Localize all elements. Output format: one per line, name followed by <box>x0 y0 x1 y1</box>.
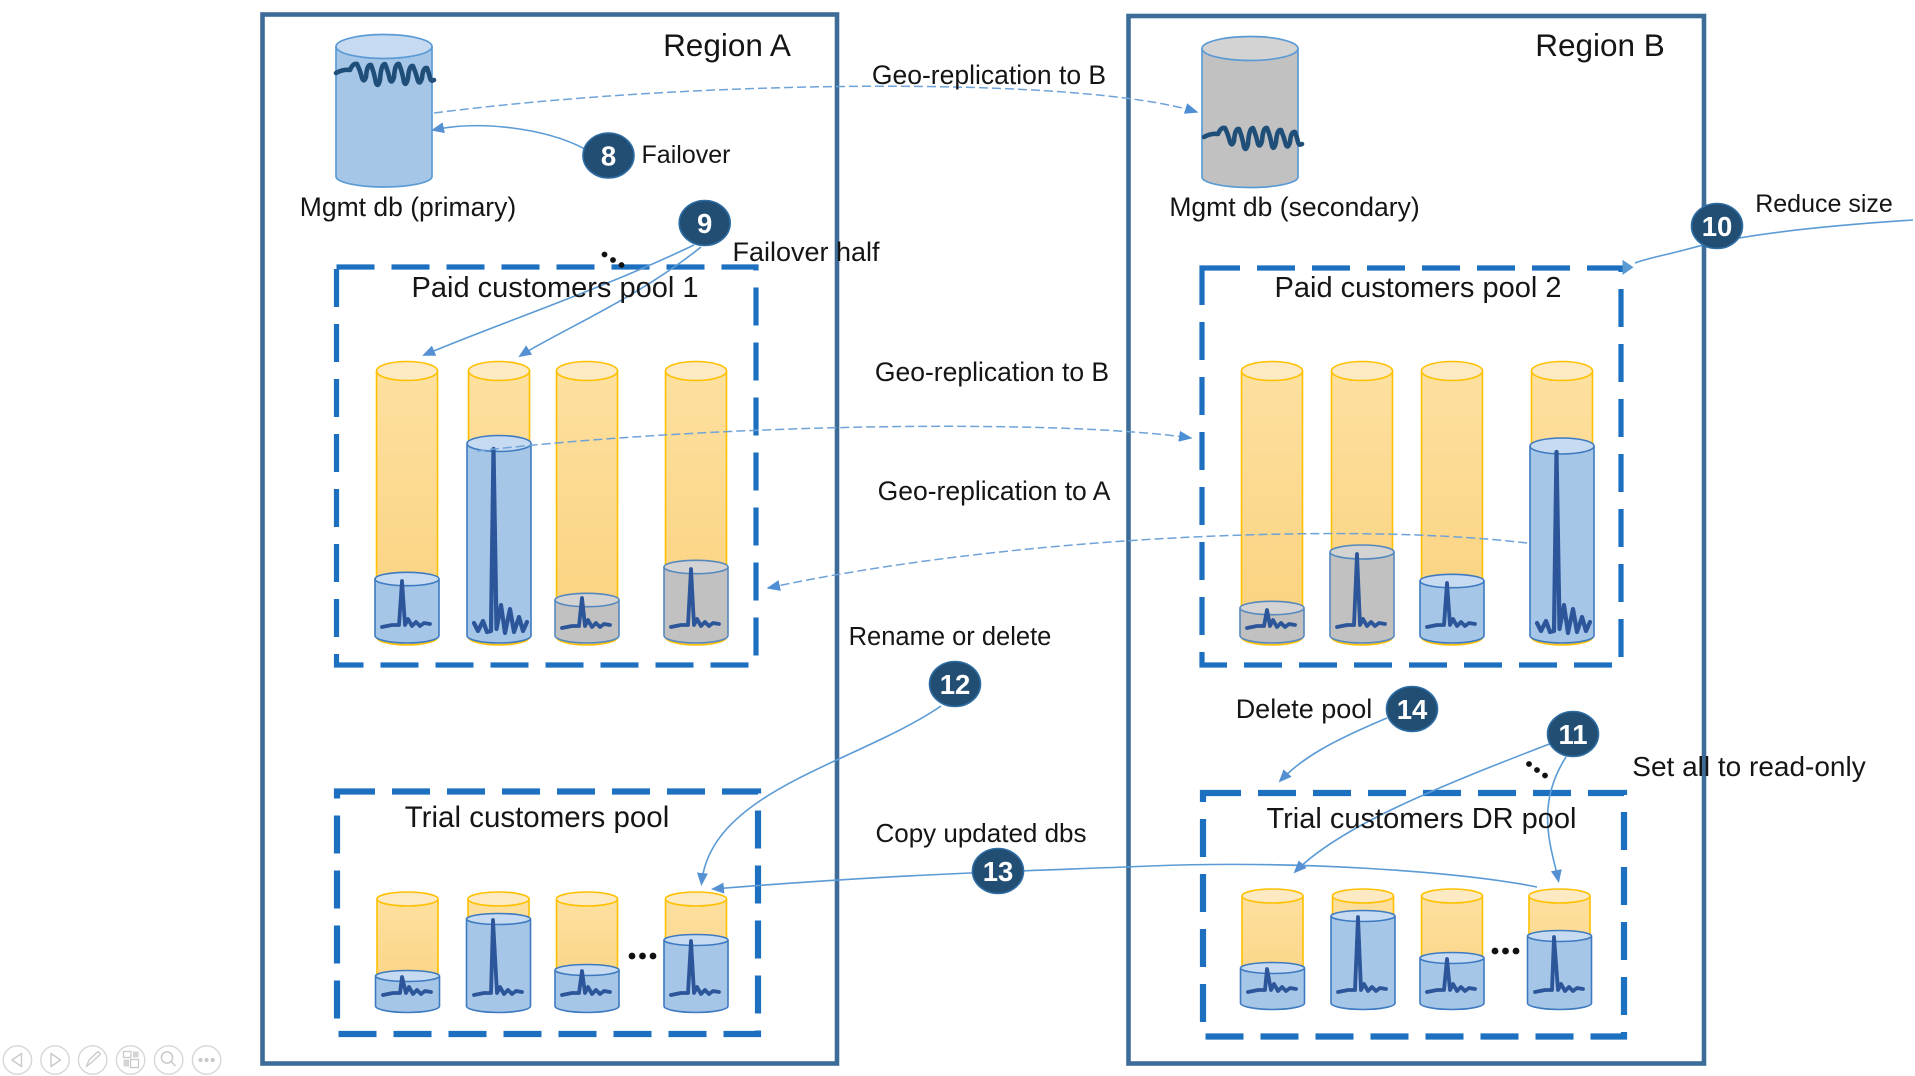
svg-text:Geo-replication to B: Geo-replication to B <box>875 357 1109 387</box>
svg-text:Paid customers pool 2: Paid customers pool 2 <box>1275 272 1562 304</box>
svg-text:Paid customers pool 1: Paid customers pool 1 <box>412 272 699 304</box>
svg-text:Failover half: Failover half <box>732 237 880 267</box>
svg-text:Reduce size: Reduce size <box>1755 190 1893 218</box>
svg-text:Geo-replication to B: Geo-replication to B <box>872 60 1106 90</box>
svg-text:Region B: Region B <box>1535 27 1665 63</box>
svg-text:13: 13 <box>983 856 1014 887</box>
svg-text:9: 9 <box>697 208 712 239</box>
svg-text:Mgmt db (secondary): Mgmt db (secondary) <box>1169 192 1419 222</box>
svg-text:Rename or delete: Rename or delete <box>849 623 1052 651</box>
svg-text:Trial customers pool: Trial customers pool <box>405 801 670 834</box>
svg-text:Mgmt db (primary): Mgmt db (primary) <box>300 192 516 222</box>
svg-text:8: 8 <box>601 141 616 172</box>
svg-text:10: 10 <box>1702 211 1733 242</box>
svg-text:11: 11 <box>1558 719 1587 750</box>
svg-text:Trial customers DR pool: Trial customers DR pool <box>1267 803 1577 835</box>
svg-text:14: 14 <box>1397 694 1428 725</box>
svg-text:12: 12 <box>940 669 971 700</box>
svg-text:Failover: Failover <box>642 141 731 169</box>
svg-text:Copy updated dbs: Copy updated dbs <box>875 818 1086 848</box>
svg-text:Geo-replication to A: Geo-replication to A <box>878 476 1111 506</box>
svg-text:Set all to read-only: Set all to read-only <box>1632 751 1865 782</box>
svg-text:Delete pool: Delete pool <box>1236 694 1373 724</box>
svg-text:Region A: Region A <box>663 27 791 63</box>
